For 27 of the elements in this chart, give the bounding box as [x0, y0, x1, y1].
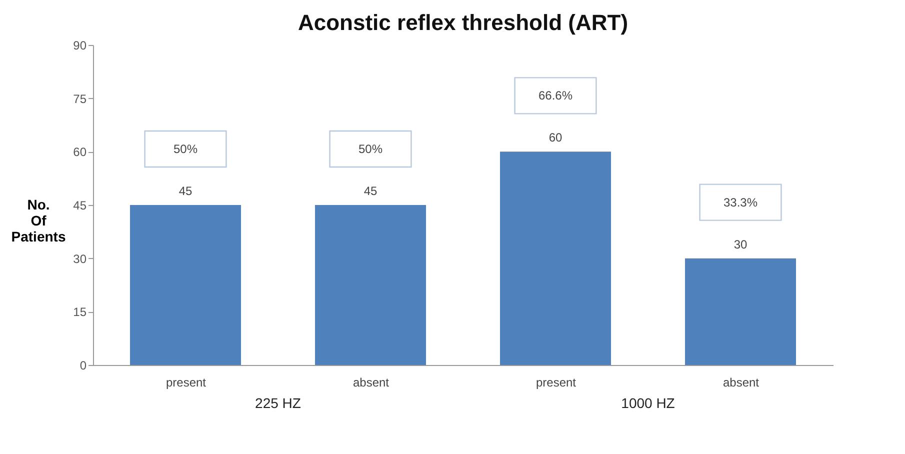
- data-label: 60: [548, 130, 562, 145]
- data-label: 45: [178, 184, 192, 198]
- chart-title: Aconstic reflex threshold (ART): [298, 10, 628, 35]
- annotation: 50%: [173, 142, 198, 156]
- bar: [130, 205, 241, 365]
- annotation: 50%: [358, 142, 383, 156]
- bar: [685, 258, 796, 365]
- x-tick-label: present: [536, 376, 577, 390]
- y-tick-label: 90: [73, 38, 87, 52]
- annotation: 66.6%: [538, 88, 573, 103]
- x-tick-label: absent: [352, 376, 390, 390]
- bar: [500, 152, 611, 365]
- text: 225 HZ: [255, 395, 302, 411]
- y-tick-label: 30: [73, 252, 87, 266]
- y-tick-label: 75: [73, 92, 87, 106]
- y-tick-label: 15: [73, 305, 87, 320]
- y-tick-label: 45: [73, 198, 87, 212]
- data-label: 30: [734, 237, 748, 252]
- x-tick-label: absent: [722, 376, 760, 390]
- bar: [315, 205, 426, 365]
- text: 1000 HZ: [621, 395, 676, 411]
- x-tick-label: present: [166, 376, 207, 390]
- y-tick-label: 0: [80, 358, 87, 372]
- data-label: 45: [364, 184, 378, 198]
- y-axis-title: No. Of Patients: [11, 196, 66, 244]
- annotation: 33.3%: [723, 195, 758, 210]
- y-tick-label: 60: [73, 145, 87, 160]
